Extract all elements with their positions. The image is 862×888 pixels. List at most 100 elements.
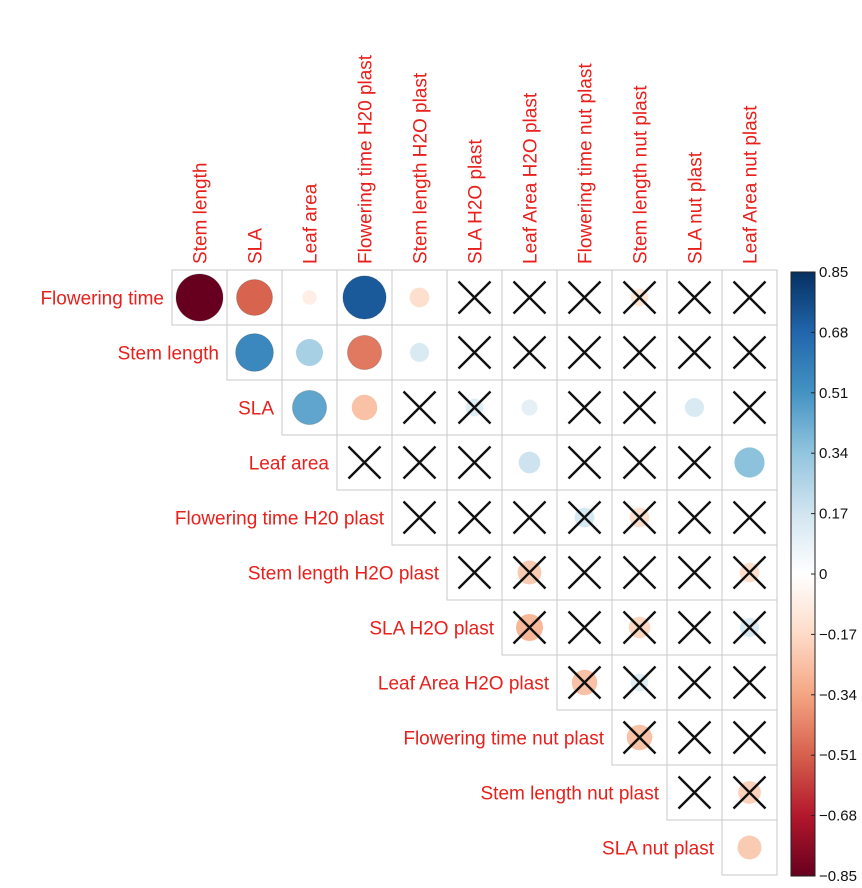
nonsignificant-cross-icon [512, 555, 547, 590]
colorbar-tick-label: 0.51 [819, 385, 848, 402]
matrix-cells [171, 269, 778, 876]
row-label-sla: SLA [238, 399, 274, 420]
cell-stem-length-x-leaf-area [281, 324, 338, 381]
nonsignificant-cross-icon [732, 500, 767, 535]
column-label-leaf-area-nut-plast: Leaf Area nut plast [741, 105, 762, 264]
cell-flowering-time-nut-plast-x-leaf-area-nut-plast [721, 709, 778, 766]
cell-sla-x-leaf-area-nut-plast [721, 379, 778, 436]
colorbar-tick-label: 0 [819, 566, 827, 583]
row-labels: Flowering time Stem length SLA Leaf area Flo… [40, 289, 714, 860]
cell-sla-x-leaf-area-h2o-plast [501, 379, 558, 436]
cell-leaf-area-h2o-plast-x-sla-nut-plast [666, 654, 723, 711]
correlation-circle [291, 389, 328, 426]
nonsignificant-cross-icon [732, 280, 767, 315]
cell-stem-length-h2o-plast-x-flowering-time-nut-plast [556, 544, 613, 601]
nonsignificant-cross-icon [622, 555, 657, 590]
row-label-stem-length: Stem length [118, 344, 219, 365]
correlation-circle [342, 275, 387, 320]
cell-leaf-area-h2o-plast-x-leaf-area-nut-plast [721, 654, 778, 711]
cell-flowering-time-h20-plast-x-stem-length-nut-plast [611, 489, 668, 546]
color-legend: 0.85 0.68 0.51 0.34 0.17 0 −0.17 −0.34 −0.51 −0.6… [790, 264, 857, 885]
column-label-flowering-time-nut-plast: Flowering time nut plast [576, 63, 597, 264]
nonsignificant-cross-icon [512, 280, 547, 315]
correlation-circle [351, 394, 378, 421]
cell-flowering-time-x-stem-length [171, 269, 228, 326]
nonsignificant-cross-icon [567, 445, 602, 480]
nonsignificant-cross-icon [732, 720, 767, 755]
nonsignificant-cross-icon [622, 335, 657, 370]
nonsignificant-cross-icon [567, 335, 602, 370]
cell-sla-h2o-plast-x-leaf-area-h2o-plast [501, 599, 558, 656]
cell-sla-x-sla-nut-plast [666, 379, 723, 436]
nonsignificant-cross-icon [622, 445, 657, 480]
correlation-circle [409, 287, 430, 308]
cell-stem-length-h2o-plast-x-leaf-area-nut-plast [721, 544, 778, 601]
colorbar-tick-label: 0.85 [819, 264, 848, 281]
nonsignificant-cross-icon [512, 610, 547, 645]
nonsignificant-cross-icon [677, 500, 712, 535]
column-label-leaf-area: Leaf area [301, 183, 322, 264]
column-label-sla-nut-plast: SLA nut plast [686, 151, 707, 264]
cell-sla-h2o-plast-x-sla-nut-plast [666, 599, 723, 656]
correlation-circle [521, 399, 538, 416]
nonsignificant-cross-icon [677, 280, 712, 315]
cell-leaf-area-x-stem-length-nut-plast [611, 434, 668, 491]
nonsignificant-cross-icon [457, 500, 492, 535]
cell-border [446, 379, 503, 436]
nonsignificant-cross-icon [402, 445, 437, 480]
cell-flowering-time-x-sla-h2o-plast [446, 269, 503, 326]
nonsignificant-cross-icon [677, 445, 712, 480]
colorbar-tick-label: 0.68 [819, 324, 848, 341]
row-label-stem-length-h2o-plast: Stem length H2O plast [248, 564, 440, 585]
row-label-sla-h2o-plast: SLA H2O plast [369, 619, 494, 640]
nonsignificant-cross-icon [567, 280, 602, 315]
cell-stem-length-x-stem-length-h2o-plast [391, 324, 448, 381]
cell-flowering-time-h20-plast-x-flowering-time-nut-plast [556, 489, 613, 546]
nonsignificant-cross-icon [457, 280, 492, 315]
cell-sla-x-flowering-time-h20-plast [336, 379, 393, 436]
row-label-flowering-time-h20-plast: Flowering time H20 plast [175, 509, 385, 530]
cell-flowering-time-x-stem-length-h2o-plast [391, 269, 448, 326]
cell-stem-length-nut-plast-x-leaf-area-nut-plast [721, 764, 778, 821]
cell-sla-h2o-plast-x-leaf-area-nut-plast [721, 599, 778, 656]
row-label-flowering-time-nut-plast: Flowering time nut plast [403, 729, 604, 750]
cell-flowering-time-h20-plast-x-leaf-area-nut-plast [721, 489, 778, 546]
cell-flowering-time-x-stem-length-nut-plast [611, 269, 668, 326]
cell-sla-h2o-plast-x-flowering-time-nut-plast [556, 599, 613, 656]
cell-stem-length-h2o-plast-x-sla-nut-plast [666, 544, 723, 601]
cell-stem-length-x-leaf-area-h2o-plast [501, 324, 558, 381]
correlation-circle [737, 835, 762, 860]
nonsignificant-cross-icon [732, 610, 767, 645]
correlation-circle [235, 278, 274, 317]
cell-flowering-time-h20-plast-x-sla-h2o-plast [446, 489, 503, 546]
cell-border [501, 599, 558, 656]
nonsignificant-cross-icon [567, 610, 602, 645]
nonsignificant-cross-icon [622, 500, 657, 535]
cell-flowering-time-h20-plast-x-stem-length-h2o-plast [391, 489, 448, 546]
correlation-circle [518, 451, 541, 474]
nonsignificant-cross-icon [512, 500, 547, 535]
column-label-sla-h2o-plast: SLA H2O plast [466, 139, 487, 264]
row-label-flowering-time: Flowering time [40, 289, 164, 310]
nonsignificant-cross-icon [622, 610, 657, 645]
colorbar-tick-label: −0.51 [819, 747, 857, 764]
cell-stem-length-x-stem-length-nut-plast [611, 324, 668, 381]
cell-sla-h2o-plast-x-stem-length-nut-plast [611, 599, 668, 656]
cell-leaf-area-x-sla-h2o-plast [446, 434, 503, 491]
column-label-leaf-area-h2o-plast: Leaf Area H2O plast [521, 92, 542, 264]
cell-stem-length-x-leaf-area-nut-plast [721, 324, 778, 381]
cell-border [556, 379, 613, 436]
cell-leaf-area-h2o-plast-x-stem-length-nut-plast [611, 654, 668, 711]
correlation-circle [409, 342, 430, 363]
nonsignificant-cross-icon [677, 610, 712, 645]
colorbar-tick-label: −0.34 [819, 687, 857, 704]
nonsignificant-cross-icon [622, 390, 657, 425]
cell-flowering-time-x-leaf-area-nut-plast [721, 269, 778, 326]
cell-stem-length-x-sla [226, 324, 283, 381]
nonsignificant-cross-icon [567, 665, 602, 700]
colorbar-tick-label: −0.85 [819, 868, 857, 885]
nonsignificant-cross-icon [732, 390, 767, 425]
cell-flowering-time-h20-plast-x-sla-nut-plast [666, 489, 723, 546]
column-label-stem-length-h2o-plast: Stem length H2O plast [411, 72, 432, 264]
